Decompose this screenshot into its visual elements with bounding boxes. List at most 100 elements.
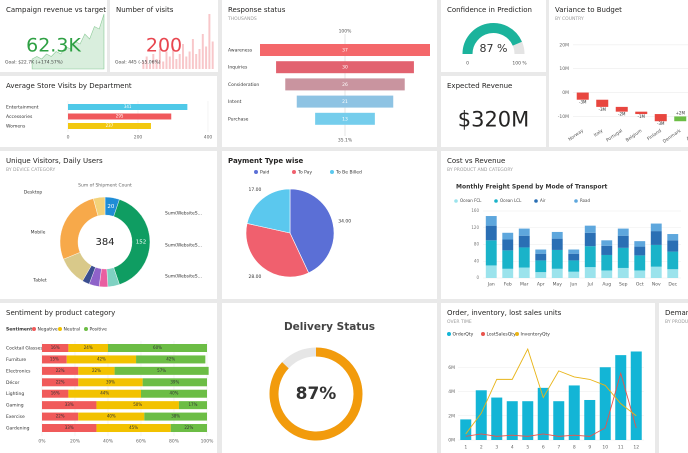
bar-segment [42,344,69,352]
bar-segment [108,344,207,352]
data-label: 28.00 [249,274,262,280]
bar [68,113,172,120]
bar-segment [42,389,69,398]
x-tick-label: Italy [593,128,605,139]
bar-segment [650,266,662,278]
bar-segment [535,249,547,254]
sparkline-bar [208,14,211,69]
category-label: Inquiries [228,65,248,71]
data-label: 33% [65,402,74,407]
legend-label: Paid [260,170,270,176]
legend-label: OrderQty [453,332,474,338]
gauge-label: 87 % [480,42,508,55]
data-label: 237 [106,123,114,128]
data-label: 33% [65,425,74,430]
legend-label: Positive [90,327,108,333]
bar-segment [568,253,580,261]
y-tick-label: 0 [476,275,479,280]
bar-segment [667,240,679,252]
x-tick-label: Jun [569,282,577,288]
bar-segment [584,246,596,268]
bar-segment [518,247,530,268]
x-tick-label: Aug [602,282,611,288]
sparkline-bar [195,54,198,69]
donut-label: Sum(WebsiteS... [165,274,202,280]
legend-title: Sentiment [6,327,33,333]
sparkline-bar [149,64,151,69]
x-tick-label: Mar [520,282,529,288]
panel-background [441,0,546,72]
data-label: 17.00 [249,187,262,193]
data-label: 57% [157,368,166,373]
x-tick-label: Feb [504,282,512,288]
legend-swatch [534,199,538,203]
x-tick-label: 5 [526,445,529,451]
panel-title: Variance to Budget [555,6,622,14]
bar-segment [650,223,662,232]
panel-subtitle: OVER TIME [447,319,472,325]
bar [568,385,580,440]
funnel-bar [276,61,414,74]
bar-segment [650,231,662,245]
y-tick-label: 20M [559,42,569,48]
data-label: +2M [676,110,686,115]
bar-segment [617,228,629,236]
legend-swatch [454,199,458,203]
bar-segment [502,268,514,278]
panel: Unique Visitors, Daily Users BY DEVICE CA… [0,151,217,299]
donut-total: 384 [95,237,114,248]
x-tick-label: 0% [38,439,46,445]
x-tick-label: 40% [103,439,114,445]
sparkline-bar [205,46,208,69]
donut-segment [113,199,151,285]
kpi-value: 200 [146,35,182,57]
legend-swatch [574,199,578,203]
sparkline-bar [162,61,165,69]
y-tick-label: 4M [448,389,455,395]
y-tick-label: 80 [474,242,480,247]
panel-title: Delivery Status [284,321,375,333]
legend-label: Neutral [64,327,81,333]
y-tick-label: 10M [559,66,569,72]
bar-segment [617,267,629,278]
bar-segment [114,366,209,375]
x-tick-label: 100% [201,439,215,445]
data-label: 37 [342,48,348,54]
bar [506,401,518,440]
legend-label: Road [580,198,590,203]
kpi-value: 62.3K [26,35,81,57]
ring-value [269,347,363,441]
panel: Payment Type wise Paid To Pay To Be Billed 3… [222,151,437,299]
bar [491,397,503,440]
data-label: 22% [56,414,65,419]
bar-segment [551,231,563,239]
data-label: 39% [170,379,179,384]
x-tick-label: 1 [464,445,467,451]
bar-segment [142,378,207,387]
y-tick-label: 160 [471,208,479,213]
y-tick-label: Gaming [6,403,24,409]
panel: Variance to Budget BY COUNTRY -10M 0M 10M 20M… [549,0,688,147]
bar-segment [485,216,497,226]
sparkline-bar [211,41,214,69]
bar-segment [568,260,580,272]
sparkline-area [31,13,105,70]
donut-label: Sum(WebsiteS... [165,243,202,249]
panel-subtitle: THOUSANDS [227,16,257,22]
data-label: 45% [129,425,138,430]
sparkline-bar [145,56,148,69]
data-label: -2M [618,112,626,117]
pie-slice [289,188,335,274]
funnel-bottom-label: 35.1% [338,138,353,144]
bar [537,387,549,440]
bar-segment [502,239,514,251]
bar [584,399,596,440]
x-tick-label: 2 [480,445,483,451]
panel: Sentiment by product category Sentiment Ne… [0,303,217,453]
panel-background [222,0,437,147]
panel-background [110,0,218,72]
pie-slice [246,188,291,234]
data-label: -3M [579,100,587,105]
